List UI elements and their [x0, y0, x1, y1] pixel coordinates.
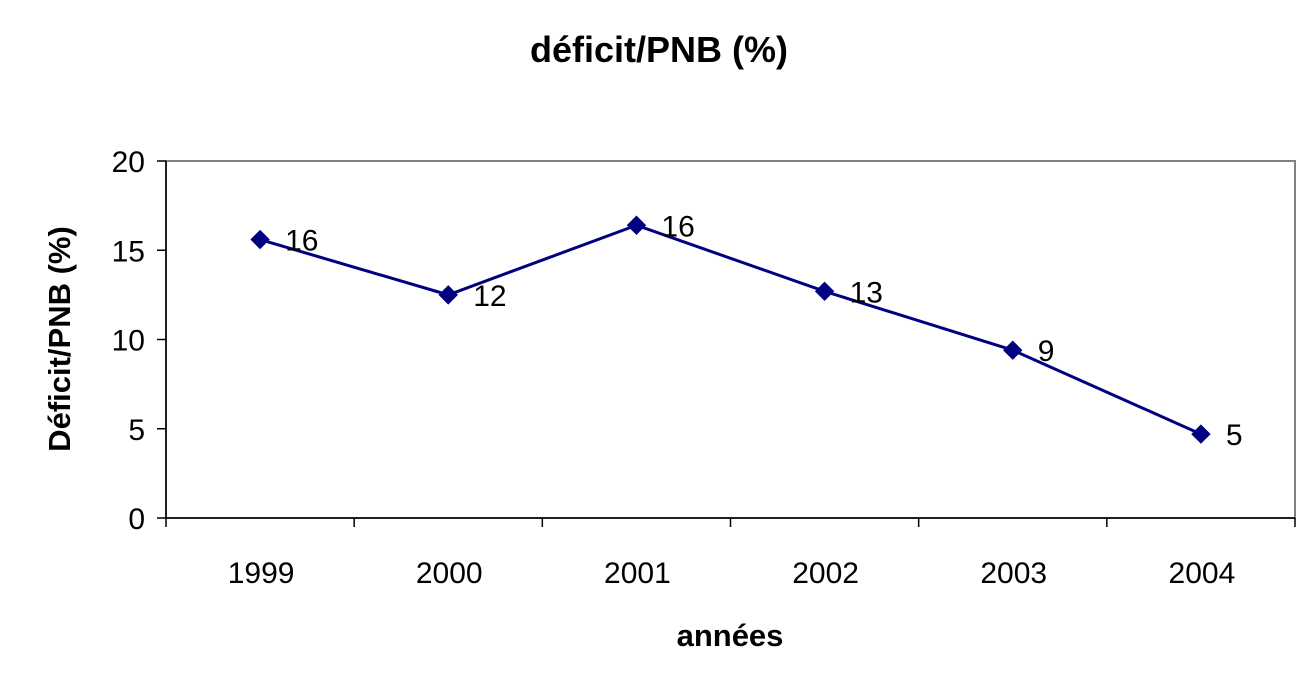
data-value-label: 5	[1226, 419, 1243, 452]
data-point-marker	[438, 285, 458, 305]
chart-title: déficit/PNB (%)	[530, 29, 788, 70]
y-tick-label: 5	[128, 414, 145, 447]
x-tick-label: 2000	[416, 557, 483, 590]
data-labels: 16 12 16 13 9 5	[285, 210, 1243, 452]
data-value-label: 12	[473, 280, 506, 313]
x-axis-title: années	[677, 618, 784, 653]
y-tick-label: 15	[112, 235, 145, 268]
x-tick-label: 2004	[1169, 557, 1236, 590]
y-tick-label: 20	[112, 146, 145, 179]
data-value-label: 13	[850, 276, 883, 309]
data-point-marker	[250, 229, 270, 250]
x-tick-label: 2003	[980, 557, 1047, 590]
data-point-marker	[1003, 340, 1023, 360]
y-tick-label: 10	[112, 325, 145, 358]
data-point-marker	[814, 281, 835, 302]
data-point-marker	[626, 215, 647, 235]
x-axis-ticks: 1999 2000 2001 2002 2003 2004	[165, 518, 1296, 590]
data-value-label: 9	[1038, 335, 1055, 368]
x-tick-label: 1999	[228, 557, 295, 590]
data-value-label: 16	[285, 225, 318, 258]
data-value-label: 16	[661, 210, 694, 243]
y-axis-ticks: 0 5 10 15 20	[112, 146, 166, 536]
x-tick-label: 2002	[792, 557, 859, 590]
y-tick-label: 0	[128, 503, 145, 536]
plot-area	[165, 160, 1296, 519]
data-point-marker	[1191, 424, 1211, 444]
x-tick-label: 2001	[604, 557, 671, 590]
y-axis-title: Déficit/PNB (%)	[42, 226, 77, 452]
series-line	[259, 223, 1202, 436]
series-layer	[250, 215, 1211, 444]
